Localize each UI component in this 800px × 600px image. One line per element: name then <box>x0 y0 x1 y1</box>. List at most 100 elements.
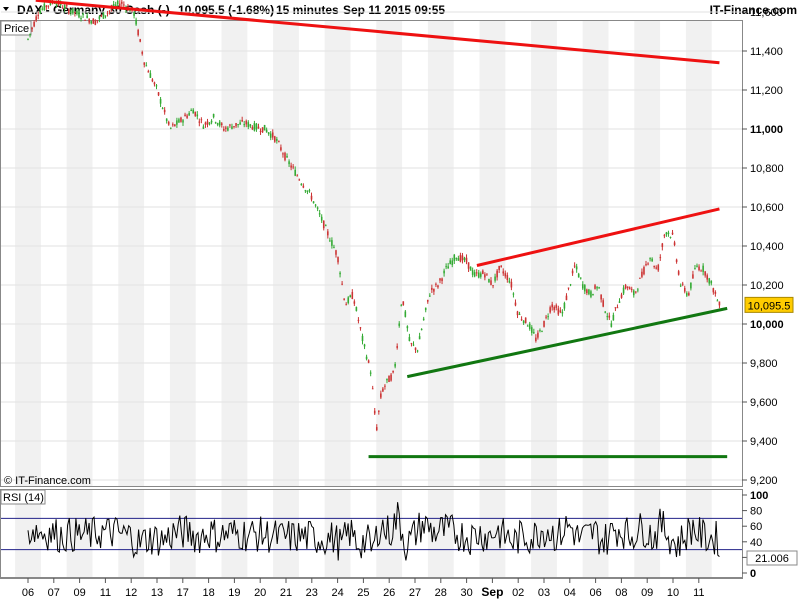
time-tick-label: 18 <box>202 587 214 599</box>
candle-body <box>123 4 125 6</box>
last-price-tag: 10,095.5 <box>744 296 794 313</box>
candle-body <box>186 115 188 118</box>
candle-body <box>255 123 258 130</box>
candle-body <box>65 5 68 7</box>
brand-label: IT-Finance.com <box>710 3 797 17</box>
price-tick-label: 10,600 <box>750 202 784 214</box>
candle-body <box>216 123 219 125</box>
session-band <box>169 21 196 486</box>
candle-body <box>192 109 195 114</box>
session-band <box>66 21 93 486</box>
candle-body <box>225 127 227 129</box>
time-tick-label: 26 <box>383 587 395 599</box>
candle-body <box>651 258 653 262</box>
candle-body <box>35 16 37 21</box>
rsi-label: RSI (14) <box>3 492 44 504</box>
rsi-axis: 100806040200 <box>742 490 768 580</box>
candle-body <box>690 282 692 289</box>
candle-body <box>618 301 621 303</box>
candle-body <box>118 3 121 7</box>
candle-body <box>661 243 664 247</box>
candle-body <box>600 294 602 300</box>
time-tick-label: 09 <box>641 587 653 599</box>
candle-body <box>435 283 437 285</box>
rsi-background-bands <box>15 490 712 577</box>
candle-body <box>359 327 362 329</box>
candle-body <box>257 126 260 129</box>
time-tick-label: 06 <box>589 587 601 599</box>
candle-body <box>200 119 203 121</box>
candle-body <box>147 71 150 73</box>
candle-body <box>194 111 197 116</box>
candle-body <box>628 287 631 290</box>
candle-body <box>486 273 488 275</box>
candle-body <box>492 285 494 287</box>
candle-body <box>172 124 174 126</box>
candle-body <box>223 128 225 131</box>
candle-body <box>700 270 702 272</box>
rsi-tick-label: 80 <box>750 506 762 518</box>
candle-body <box>343 298 345 300</box>
candle-body <box>563 302 566 309</box>
candle-body <box>174 124 176 127</box>
candle-body <box>143 62 146 65</box>
candle-body <box>108 10 111 12</box>
support-trendline <box>406 306 728 379</box>
candle-body <box>135 19 137 25</box>
candle-body <box>288 161 290 165</box>
price-panel-tag: Price <box>0 20 32 36</box>
candle-body <box>559 310 562 313</box>
candle-body <box>45 5 48 8</box>
price-tick-label: 11,200 <box>750 85 783 97</box>
candle-body <box>679 285 682 287</box>
candle-body <box>282 153 284 155</box>
candle-body <box>681 283 684 285</box>
candle-body <box>665 232 668 235</box>
candle-body <box>227 127 229 131</box>
rsi-panel: RSI (14) 100806040200 21.006 <box>0 489 798 580</box>
candle-body <box>198 121 201 123</box>
candle-body <box>74 11 76 14</box>
rsi-value-text: 21.006 <box>755 553 789 565</box>
candle-body <box>82 13 84 16</box>
candle-body <box>27 38 29 40</box>
candle-body <box>581 284 584 289</box>
candle-body <box>233 126 235 128</box>
price-tick-label: 9,400 <box>750 436 778 448</box>
candle-body <box>698 266 700 271</box>
session-band <box>582 21 609 486</box>
time-tick-label: 25 <box>357 587 369 599</box>
candle-body <box>439 278 441 281</box>
time-tick-label: 07 <box>48 587 60 599</box>
time-tick-label: 23 <box>306 587 318 599</box>
candle-body <box>292 166 294 168</box>
candle-body <box>569 284 572 286</box>
candle-body <box>39 10 42 14</box>
dropdown-arrow-icon[interactable] <box>3 7 9 11</box>
candle-body <box>683 287 686 292</box>
candle-body <box>502 271 505 274</box>
candle-body <box>443 270 445 274</box>
candle-body <box>469 266 472 271</box>
candle-body <box>441 278 443 282</box>
session-band <box>118 21 145 486</box>
candle-body <box>153 82 156 85</box>
candle-body <box>378 410 380 412</box>
candle-body <box>308 190 311 192</box>
candle-body <box>577 273 580 278</box>
candle-body <box>620 294 623 298</box>
candle-body <box>310 195 313 200</box>
candle-body <box>94 20 97 25</box>
candle-body <box>92 18 95 24</box>
candle-body <box>429 295 431 297</box>
candle-body <box>31 27 33 30</box>
candle-body <box>673 242 676 246</box>
candle-body <box>388 375 390 382</box>
candle-body <box>314 204 317 206</box>
candle-body <box>414 347 417 350</box>
candle-body <box>76 10 78 14</box>
candle-body <box>712 288 715 293</box>
candle-body <box>537 332 539 338</box>
candle-body <box>33 21 35 27</box>
candle-body <box>635 291 637 293</box>
